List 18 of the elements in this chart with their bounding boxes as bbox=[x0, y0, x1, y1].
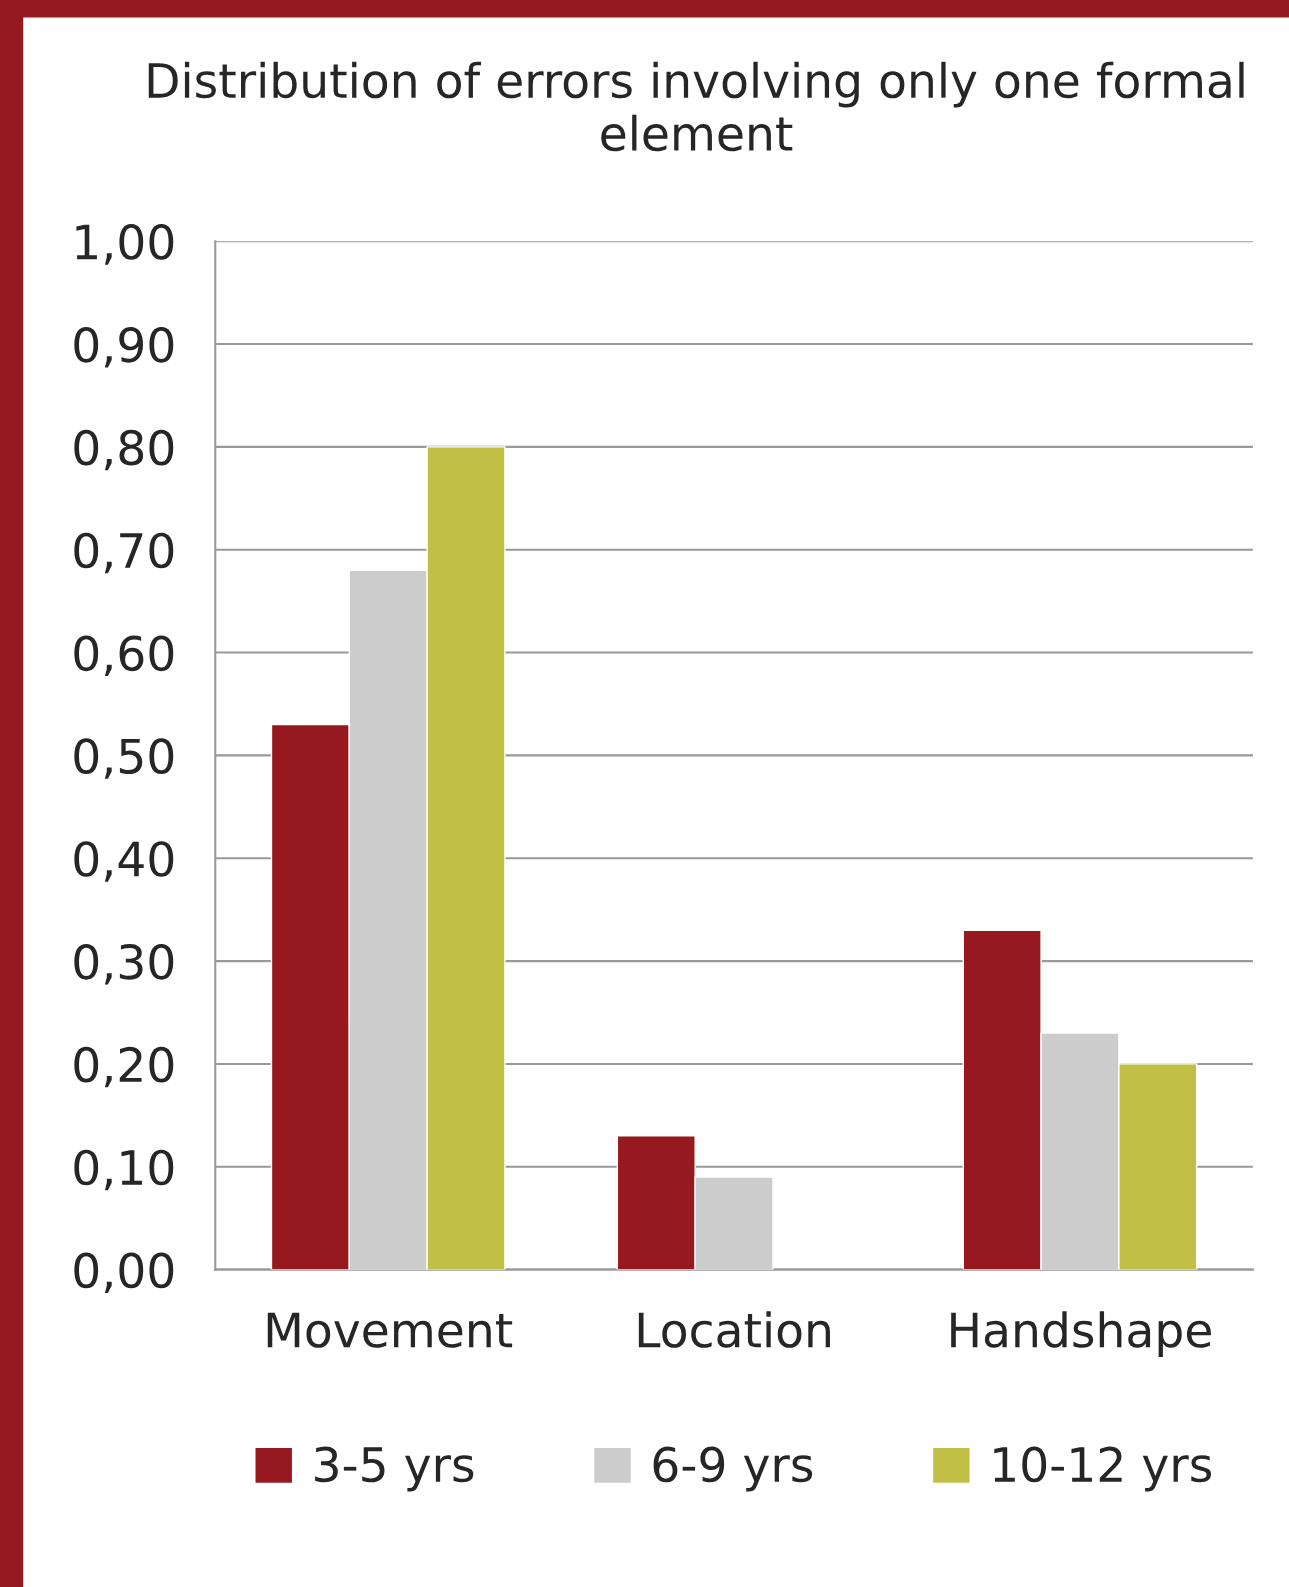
y-tick-label: 0,40 bbox=[74, 841, 174, 882]
x-tick-label: Movement bbox=[267, 1312, 513, 1348]
legend-label: 3-5 yrs bbox=[315, 1446, 474, 1492]
y-tick-label: 0,60 bbox=[74, 635, 174, 676]
legend-label: 6-9 yrs bbox=[653, 1446, 813, 1492]
x-tick-label: Handshape bbox=[951, 1311, 1211, 1357]
y-tick-label: 0,10 bbox=[74, 1149, 174, 1191]
chart-title: Distribution of errors involving only one formal element bbox=[148, 61, 1244, 152]
y-tick-label: 0,50 bbox=[74, 738, 174, 779]
y-tick-label: 0,90 bbox=[74, 326, 174, 368]
y-tick-label: 0,80 bbox=[74, 429, 174, 471]
y-tick-label: 0,70 bbox=[74, 532, 174, 574]
legend-label: 10-12 yrs bbox=[994, 1446, 1212, 1492]
y-tick-label: 1,00 bbox=[76, 224, 174, 265]
x-tick-label: Location bbox=[638, 1311, 830, 1348]
y-tick-label: 0,00 bbox=[74, 1252, 174, 1294]
y-tick-label: 0,30 bbox=[74, 943, 174, 985]
y-tick-label: 0,20 bbox=[74, 1046, 174, 1088]
